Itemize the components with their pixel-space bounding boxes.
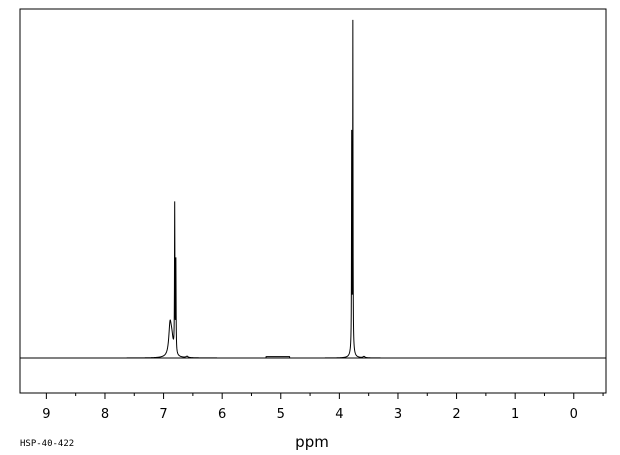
plot-frame	[19, 8, 607, 394]
x-axis-title: ppm	[295, 433, 329, 451]
tick-label-4: 4	[335, 407, 343, 422]
x-axis-ticks	[45, 393, 604, 399]
tick-label-8: 8	[101, 407, 109, 422]
spectrum-trace	[20, 19, 606, 359]
tick-label-0: 0	[570, 407, 578, 422]
tick-label-6: 6	[218, 407, 226, 422]
sample-id-label: HSP-40-422	[20, 439, 74, 449]
x-axis-tick-labels: 9 8 7 6 5 4 3 2 1 0	[42, 407, 578, 422]
tick-label-7: 7	[159, 407, 167, 422]
tick-label-9: 9	[42, 407, 50, 422]
tick-label-3: 3	[394, 407, 402, 422]
tick-label-5: 5	[277, 407, 285, 422]
tick-label-1: 1	[511, 407, 519, 422]
tick-label-2: 2	[452, 407, 460, 422]
